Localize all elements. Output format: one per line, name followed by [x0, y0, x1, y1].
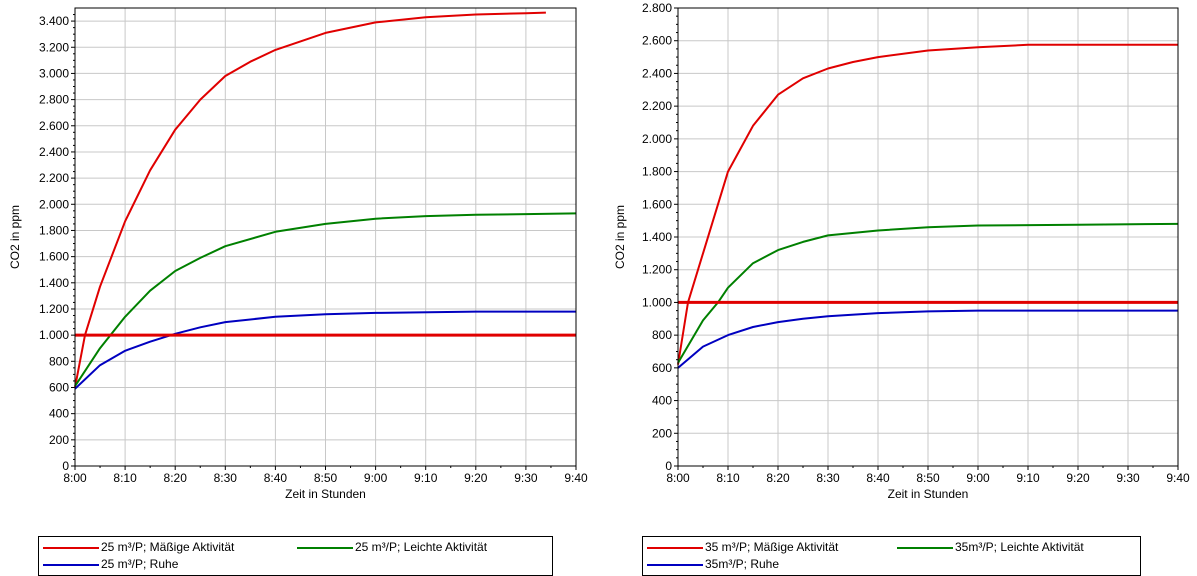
x-tick-label: 9:20 [464, 471, 488, 485]
x-tick-label: 9:30 [514, 471, 538, 485]
y-tick-label: 3.000 [39, 66, 69, 80]
y-tick-label: 1.200 [39, 302, 69, 316]
chart-35m3: 8:00 8:10 8:20 8:30 8:40 8:50 9:00 9:10 9:20 9:30… [613, 1, 1190, 501]
y-tick-label: 1.800 [39, 223, 69, 237]
y-tick-label: 2.800 [39, 93, 69, 107]
x-tick-label: 8:10 [716, 471, 740, 485]
y-tick-label: 2.400 [642, 66, 672, 80]
series-line-1 [74, 212, 577, 387]
x-tick-label: 9:00 [364, 471, 388, 485]
legend-label: 25 m³/P; Leichte Aktivität [355, 540, 488, 554]
y-axis-label: CO2 in ppm [613, 205, 627, 269]
series-line-2 [677, 309, 1178, 369]
y-tick-label: 800 [49, 354, 69, 368]
y-tick-label: 1.000 [39, 328, 69, 342]
y-tick-label: 1.400 [39, 276, 69, 290]
y-tick-label: 0 [62, 459, 69, 473]
x-tick-label: 8:40 [264, 471, 288, 485]
x-tick-label: 9:40 [1166, 471, 1190, 485]
y-tick-label: 800 [652, 328, 672, 342]
legend-label: 35m³/P; Ruhe [705, 557, 780, 571]
plot-frame [74, 7, 577, 467]
y-tick-label: 2.000 [39, 197, 69, 211]
y-tick-label: 3.200 [39, 40, 69, 54]
x-tick-label: 9:30 [1116, 471, 1140, 485]
chart-25m3: 8:00 8:10 8:20 8:30 8:40 8:50 9:00 9:10 9:20 9:30… [8, 7, 588, 501]
legend-label: 25 m³/P; Mäßige Aktivität [101, 540, 235, 554]
x-tick-label: 8:30 [214, 471, 238, 485]
y-tick-label: 2.600 [642, 34, 672, 48]
x-tick-label: 9:10 [414, 471, 438, 485]
y-tick-label: 600 [49, 380, 69, 394]
y-tick-label: 2.800 [642, 1, 672, 15]
legend-chart-25m3: 25 m³/P; Mäßige Aktivität 25 m³/P; Leich… [38, 536, 553, 576]
x-axis-label: Zeit in Stunden [285, 487, 366, 501]
legend-label: 35 m³/P; Mäßige Aktivität [705, 540, 839, 554]
y-tick-label: 1.600 [642, 197, 672, 211]
series-line-2 [74, 310, 576, 390]
x-tick-label: 8:00 [666, 471, 690, 485]
y-tick-label: 3.400 [39, 14, 69, 28]
y-tick-label: 2.200 [39, 171, 69, 185]
y-tick-label: 2.600 [39, 119, 69, 133]
y-axis-label: CO2 in ppm [8, 205, 22, 269]
x-axis-label: Zeit in Stunden [888, 487, 969, 501]
y-tick-label: 1.400 [642, 230, 672, 244]
y-tick-label: 400 [49, 407, 69, 421]
series-line-0 [74, 11, 546, 388]
x-tick-label: 9:40 [564, 471, 588, 485]
legend-label: 35m³/P; Leichte Aktivität [955, 540, 1084, 554]
y-tick-label: 0 [665, 459, 672, 473]
y-tick-label: 1.800 [642, 165, 672, 179]
x-tick-label: 8:10 [113, 471, 137, 485]
plot-frame [677, 7, 1179, 467]
x-tick-label: 9:20 [1066, 471, 1090, 485]
y-tick-label: 400 [652, 394, 672, 408]
legend-label: 25 m³/P; Ruhe [101, 557, 179, 571]
y-tick-label: 600 [652, 361, 672, 375]
x-tick-label: 9:10 [1016, 471, 1040, 485]
y-tick-label: 1.200 [642, 263, 672, 277]
x-tick-label: 8:50 [916, 471, 940, 485]
x-tick-label: 8:20 [164, 471, 188, 485]
x-tick-label: 9:00 [966, 471, 990, 485]
x-tick-label: 8:20 [766, 471, 790, 485]
x-tick-label: 8:30 [816, 471, 840, 485]
series-line-0 [677, 43, 1178, 365]
y-tick-label: 200 [652, 426, 672, 440]
y-tick-label: 2.400 [39, 145, 69, 159]
y-tick-label: 2.200 [642, 99, 672, 113]
x-tick-label: 8:40 [866, 471, 890, 485]
legend-chart-35m3: 35 m³/P; Mäßige Aktivität 35m³/P; Leicht… [642, 536, 1141, 576]
y-tick-label: 2.000 [642, 132, 672, 146]
x-tick-label: 8:00 [63, 471, 87, 485]
y-tick-label: 200 [49, 433, 69, 447]
y-tick-label: 1.600 [39, 250, 69, 264]
y-tick-label: 1.000 [642, 295, 672, 309]
x-tick-label: 8:50 [314, 471, 338, 485]
